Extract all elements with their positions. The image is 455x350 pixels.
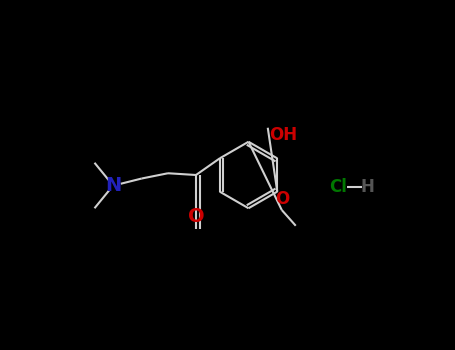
- Text: Cl: Cl: [329, 178, 347, 196]
- Text: OH: OH: [269, 126, 298, 144]
- Text: O: O: [275, 190, 289, 208]
- Text: N: N: [106, 176, 122, 195]
- Text: H: H: [360, 178, 374, 196]
- Text: O: O: [187, 207, 204, 226]
